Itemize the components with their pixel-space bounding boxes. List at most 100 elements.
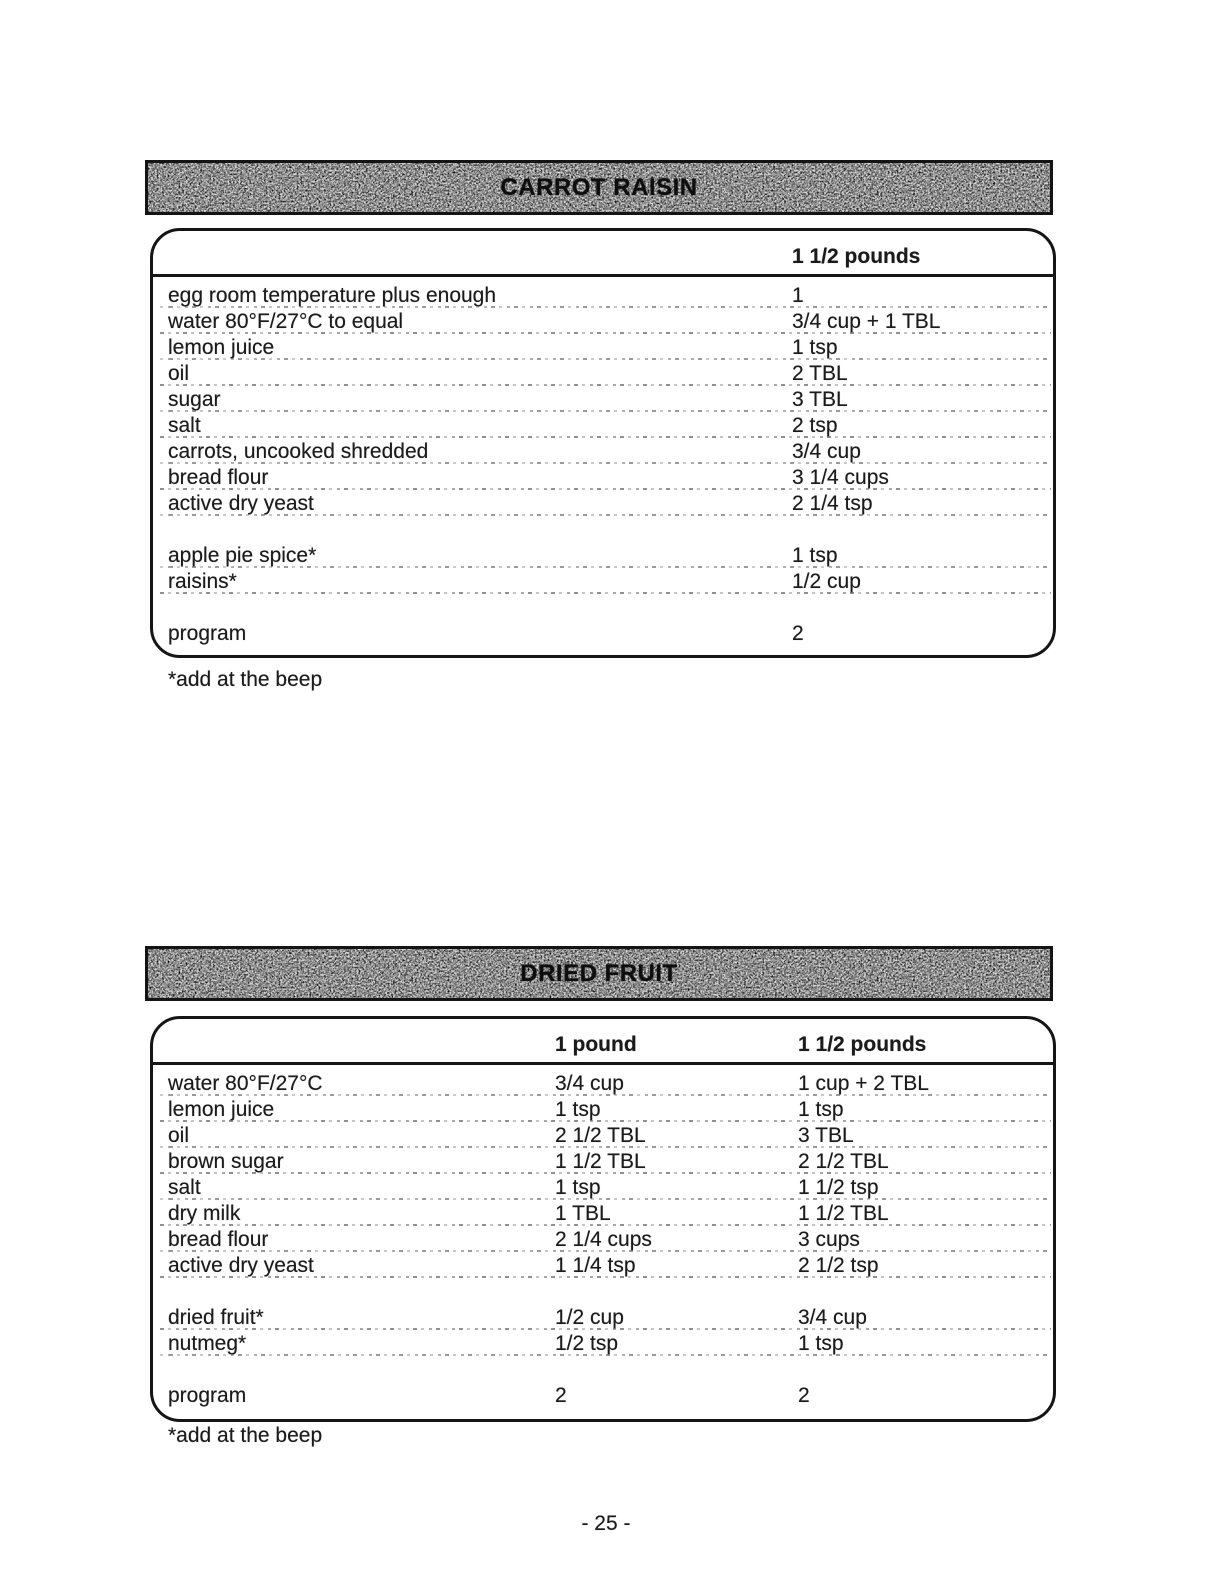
amount-value-1lb: 1 tsp — [555, 1098, 601, 1121]
table-header: 1 pound 1 1/2 pounds — [153, 1019, 1053, 1065]
ingredient-label: brown sugar — [168, 1150, 284, 1173]
ingredient-row: active dry yeast 1 1/4 tsp 2 1/2 tsp — [153, 1253, 1053, 1279]
ingredient-rows: water 80°F/27°C 3/4 cup 1 cup + 2 TBL lemo… — [153, 1065, 1053, 1409]
ingredient-label: oil — [168, 362, 190, 385]
amount-value-15lb: 1 1/2 TBL — [798, 1202, 889, 1225]
beep-footnote: *add at the beep — [168, 1424, 323, 1447]
ingredient-row: oil 2 1/2 TBL 3 TBL — [153, 1123, 1053, 1149]
ingredient-label: lemon juice — [168, 336, 275, 359]
column-header-weight: 1 1/2 pounds — [792, 245, 921, 268]
program-value: 2 — [792, 622, 804, 645]
amount-value-1lb: 1/2 tsp — [555, 1332, 619, 1355]
ingredient-label: dry milk — [168, 1202, 241, 1225]
ingredient-label: dried fruit* — [168, 1306, 264, 1329]
amount-value: 3/4 cup — [792, 440, 861, 463]
ingredient-row: active dry yeast 2 1/4 tsp — [153, 491, 1053, 517]
amount-value-1lb: 1 1/2 TBL — [555, 1150, 646, 1173]
amount-value: 3/4 cup + 1 TBL — [792, 310, 941, 333]
ingredient-label: salt — [168, 1176, 201, 1199]
ingredient-row: oil 2 TBL — [153, 361, 1053, 387]
ingredient-row: raisins* 1/2 cup — [153, 569, 1053, 595]
ingredient-label: water 80°F/27°C to equal — [168, 310, 404, 333]
ingredient-row: dried fruit* 1/2 cup 3/4 cup — [153, 1305, 1053, 1331]
dried-fruit-title-banner: DRIED FRUIT — [145, 946, 1053, 1001]
row-spacer — [153, 1357, 1053, 1383]
amount-value: 1 tsp — [792, 336, 838, 359]
ingredient-label: carrots, uncooked shredded — [168, 440, 429, 463]
amount-value-1lb: 1/2 cup — [555, 1306, 624, 1329]
program-label: program — [168, 622, 247, 645]
row-spacer — [153, 595, 1053, 621]
program-label: program — [168, 1384, 247, 1407]
amount-value-1lb: 3/4 cup — [555, 1072, 624, 1095]
row-spacer — [153, 1279, 1053, 1305]
amount-value-1lb: 1 1/4 tsp — [555, 1254, 636, 1277]
amount-value-1lb: 1 tsp — [555, 1176, 601, 1199]
program-value-1lb: 2 — [555, 1384, 567, 1407]
ingredient-row: lemon juice 1 tsp 1 tsp — [153, 1097, 1053, 1123]
ingredient-label: sugar — [168, 388, 221, 411]
ingredient-label: water 80°F/27°C — [168, 1072, 323, 1095]
amount-value-15lb: 3 TBL — [798, 1124, 854, 1147]
ingredient-row: salt 1 tsp 1 1/2 tsp — [153, 1175, 1053, 1201]
ingredient-label: oil — [168, 1124, 190, 1147]
section-title: DRIED FRUIT — [520, 959, 678, 987]
ingredient-label: bread flour — [168, 1228, 269, 1251]
dried-fruit-recipe-table: 1 pound 1 1/2 pounds water 80°F/27°C 3/4 … — [150, 1016, 1056, 1422]
program-value-15lb: 2 — [798, 1384, 810, 1407]
ingredient-row: carrots, uncooked shredded 3/4 cup — [153, 439, 1053, 465]
amount-value-1lb: 2 1/4 cups — [555, 1228, 652, 1251]
amount-value-15lb: 2 1/2 tsp — [798, 1254, 879, 1277]
amount-value: 2 TBL — [792, 362, 848, 385]
amount-value-1lb: 2 1/2 TBL — [555, 1124, 646, 1147]
ingredient-row: egg room temperature plus enough 1 — [153, 283, 1053, 309]
beep-footnote: *add at the beep — [168, 668, 323, 691]
amount-value: 1 — [792, 284, 804, 307]
amount-value-15lb: 3 cups — [798, 1228, 860, 1251]
amount-value-15lb: 3/4 cup — [798, 1306, 867, 1329]
amount-value-15lb: 1 tsp — [798, 1332, 844, 1355]
row-spacer — [153, 517, 1053, 543]
ingredient-label: raisins* — [168, 570, 237, 593]
ingredient-row: brown sugar 1 1/2 TBL 2 1/2 TBL — [153, 1149, 1053, 1175]
amount-value: 1 tsp — [792, 544, 838, 567]
column-header-1-pound: 1 pound — [555, 1033, 637, 1056]
ingredient-label: nutmeg* — [168, 1332, 247, 1355]
ingredient-row: lemon juice 1 tsp — [153, 335, 1053, 361]
ingredient-label: bread flour — [168, 466, 269, 489]
ingredient-label: egg room temperature plus enough — [168, 284, 497, 307]
ingredient-row: water 80°F/27°C to equal 3/4 cup + 1 TBL — [153, 309, 1053, 335]
ingredient-row: bread flour 3 1/4 cups — [153, 465, 1053, 491]
amount-value: 2 1/4 tsp — [792, 492, 873, 515]
ingredient-row: dry milk 1 TBL 1 1/2 TBL — [153, 1201, 1053, 1227]
program-row: program 2 2 — [153, 1383, 1053, 1409]
carrot-raisin-recipe-table: 1 1/2 pounds egg room temperature plus e… — [150, 228, 1056, 658]
ingredient-row: apple pie spice* 1 tsp — [153, 543, 1053, 569]
ingredient-row: salt 2 tsp — [153, 413, 1053, 439]
ingredient-label: active dry yeast — [168, 492, 314, 515]
table-header: 1 1/2 pounds — [153, 231, 1053, 277]
section-title: CARROT RAISIN — [500, 173, 698, 201]
amount-value-1lb: 1 TBL — [555, 1202, 611, 1225]
ingredient-row: sugar 3 TBL — [153, 387, 1053, 413]
ingredient-row: nutmeg* 1/2 tsp 1 tsp — [153, 1331, 1053, 1357]
amount-value-15lb: 2 1/2 TBL — [798, 1150, 889, 1173]
carrot-raisin-title-banner: CARROT RAISIN — [145, 160, 1053, 215]
amount-value: 1/2 cup — [792, 570, 861, 593]
amount-value: 3 TBL — [792, 388, 848, 411]
column-header-1-5-pounds: 1 1/2 pounds — [798, 1033, 927, 1056]
ingredient-rows: egg room temperature plus enough 1 water … — [153, 277, 1053, 647]
ingredient-label: lemon juice — [168, 1098, 275, 1121]
ingredient-label: salt — [168, 414, 201, 437]
amount-value-15lb: 1 1/2 tsp — [798, 1176, 879, 1199]
page-number: - 25 - — [581, 1512, 631, 1535]
amount-value: 3 1/4 cups — [792, 466, 889, 489]
ingredient-label: apple pie spice* — [168, 544, 317, 567]
amount-value-15lb: 1 tsp — [798, 1098, 844, 1121]
amount-value-15lb: 1 cup + 2 TBL — [798, 1072, 929, 1095]
program-row: program 2 — [153, 621, 1053, 647]
ingredient-row: bread flour 2 1/4 cups 3 cups — [153, 1227, 1053, 1253]
ingredient-row: water 80°F/27°C 3/4 cup 1 cup + 2 TBL — [153, 1071, 1053, 1097]
amount-value: 2 tsp — [792, 414, 838, 437]
ingredient-label: active dry yeast — [168, 1254, 314, 1277]
